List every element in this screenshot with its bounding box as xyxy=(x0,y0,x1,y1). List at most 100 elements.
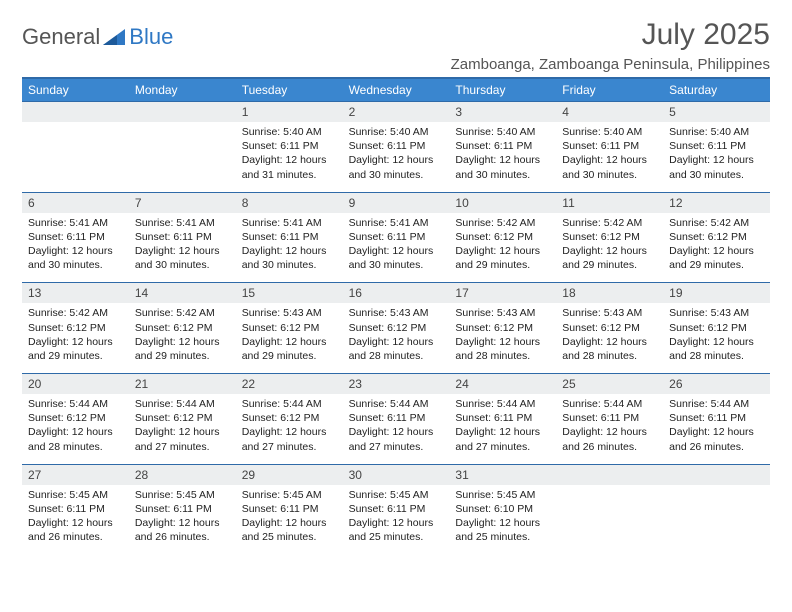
daylight-text-line2: and 30 minutes. xyxy=(135,258,230,272)
sunset-text: Sunset: 6:12 PM xyxy=(669,321,764,335)
sunset-text: Sunset: 6:11 PM xyxy=(135,230,230,244)
daylight-text-line1: Daylight: 12 hours xyxy=(242,244,337,258)
sunset-text: Sunset: 6:11 PM xyxy=(349,502,444,516)
day-number-cell: 28 xyxy=(129,465,236,485)
logo: General Blue xyxy=(22,24,173,50)
day-number-cell: 8 xyxy=(236,193,343,213)
sunrise-text: Sunrise: 5:40 AM xyxy=(669,125,764,139)
day-number-cell: 1 xyxy=(236,102,343,122)
sunrise-text: Sunrise: 5:45 AM xyxy=(455,488,550,502)
day-number-cell: 16 xyxy=(343,283,450,303)
day-number-cell: 18 xyxy=(556,283,663,303)
day-number-cell: 2 xyxy=(343,102,450,122)
daylight-text-line1: Daylight: 12 hours xyxy=(242,425,337,439)
day-header-sunday: Sunday xyxy=(22,79,129,101)
sunrise-text: Sunrise: 5:40 AM xyxy=(349,125,444,139)
week-daynum-row: 2728293031 xyxy=(22,464,770,485)
sunset-text: Sunset: 6:11 PM xyxy=(242,139,337,153)
daylight-text-line1: Daylight: 12 hours xyxy=(28,516,123,530)
daylight-text-line1: Daylight: 12 hours xyxy=(455,335,550,349)
daylight-text-line1: Daylight: 12 hours xyxy=(669,153,764,167)
day-content-cell xyxy=(129,122,236,192)
day-content-cell: Sunrise: 5:40 AMSunset: 6:11 PMDaylight:… xyxy=(343,122,450,192)
sunset-text: Sunset: 6:10 PM xyxy=(455,502,550,516)
day-content-cell: Sunrise: 5:44 AMSunset: 6:11 PMDaylight:… xyxy=(343,394,450,464)
day-content-cell: Sunrise: 5:41 AMSunset: 6:11 PMDaylight:… xyxy=(343,213,450,283)
sunrise-text: Sunrise: 5:44 AM xyxy=(669,397,764,411)
calendar-day-header-row: Sunday Monday Tuesday Wednesday Thursday… xyxy=(22,79,770,101)
daylight-text-line1: Daylight: 12 hours xyxy=(242,335,337,349)
sunrise-text: Sunrise: 5:44 AM xyxy=(28,397,123,411)
sunset-text: Sunset: 6:11 PM xyxy=(242,502,337,516)
week-daynum-row: 12345 xyxy=(22,101,770,122)
day-content-cell: Sunrise: 5:44 AMSunset: 6:12 PMDaylight:… xyxy=(129,394,236,464)
sunrise-text: Sunrise: 5:40 AM xyxy=(455,125,550,139)
daylight-text-line2: and 31 minutes. xyxy=(242,168,337,182)
day-number-cell: 4 xyxy=(556,102,663,122)
day-content-cell: Sunrise: 5:42 AMSunset: 6:12 PMDaylight:… xyxy=(663,213,770,283)
day-number-cell: 15 xyxy=(236,283,343,303)
day-header-wednesday: Wednesday xyxy=(343,79,450,101)
daylight-text-line2: and 25 minutes. xyxy=(349,530,444,544)
day-number-cell: 22 xyxy=(236,374,343,394)
location-text: Zamboanga, Zamboanga Peninsula, Philippi… xyxy=(451,56,770,73)
daylight-text-line2: and 28 minutes. xyxy=(349,349,444,363)
day-content-cell xyxy=(22,122,129,192)
sunset-text: Sunset: 6:11 PM xyxy=(349,230,444,244)
day-content-cell xyxy=(556,485,663,555)
sunrise-text: Sunrise: 5:44 AM xyxy=(562,397,657,411)
day-number-cell: 3 xyxy=(449,102,556,122)
sunrise-text: Sunrise: 5:42 AM xyxy=(455,216,550,230)
daylight-text-line2: and 27 minutes. xyxy=(349,440,444,454)
sunrise-text: Sunrise: 5:45 AM xyxy=(242,488,337,502)
daylight-text-line2: and 27 minutes. xyxy=(135,440,230,454)
sunrise-text: Sunrise: 5:43 AM xyxy=(562,306,657,320)
daylight-text-line1: Daylight: 12 hours xyxy=(135,516,230,530)
sunrise-text: Sunrise: 5:43 AM xyxy=(455,306,550,320)
day-number-cell: 17 xyxy=(449,283,556,303)
day-header-tuesday: Tuesday xyxy=(236,79,343,101)
day-content-cell: Sunrise: 5:42 AMSunset: 6:12 PMDaylight:… xyxy=(22,303,129,373)
sunrise-text: Sunrise: 5:40 AM xyxy=(242,125,337,139)
daylight-text-line2: and 29 minutes. xyxy=(669,258,764,272)
daylight-text-line2: and 29 minutes. xyxy=(28,349,123,363)
sunset-text: Sunset: 6:12 PM xyxy=(562,321,657,335)
week-daynum-row: 13141516171819 xyxy=(22,282,770,303)
sunset-text: Sunset: 6:12 PM xyxy=(28,321,123,335)
day-number-cell: 9 xyxy=(343,193,450,213)
day-number-cell xyxy=(556,465,663,485)
daylight-text-line1: Daylight: 12 hours xyxy=(28,335,123,349)
sunrise-text: Sunrise: 5:44 AM xyxy=(242,397,337,411)
logo-text-general: General xyxy=(22,24,100,50)
day-content-cell: Sunrise: 5:44 AMSunset: 6:11 PMDaylight:… xyxy=(663,394,770,464)
day-number-cell xyxy=(663,465,770,485)
daylight-text-line1: Daylight: 12 hours xyxy=(455,425,550,439)
day-header-friday: Friday xyxy=(556,79,663,101)
week-content-row: Sunrise: 5:41 AMSunset: 6:11 PMDaylight:… xyxy=(22,213,770,283)
daylight-text-line1: Daylight: 12 hours xyxy=(349,244,444,258)
sunset-text: Sunset: 6:12 PM xyxy=(135,321,230,335)
daylight-text-line1: Daylight: 12 hours xyxy=(455,153,550,167)
daylight-text-line1: Daylight: 12 hours xyxy=(669,425,764,439)
day-content-cell: Sunrise: 5:42 AMSunset: 6:12 PMDaylight:… xyxy=(556,213,663,283)
sunrise-text: Sunrise: 5:40 AM xyxy=(562,125,657,139)
day-content-cell: Sunrise: 5:40 AMSunset: 6:11 PMDaylight:… xyxy=(556,122,663,192)
daylight-text-line1: Daylight: 12 hours xyxy=(28,425,123,439)
day-number-cell: 6 xyxy=(22,193,129,213)
daylight-text-line2: and 28 minutes. xyxy=(28,440,123,454)
sunset-text: Sunset: 6:11 PM xyxy=(562,139,657,153)
sunset-text: Sunset: 6:11 PM xyxy=(669,139,764,153)
day-content-cell: Sunrise: 5:45 AMSunset: 6:11 PMDaylight:… xyxy=(343,485,450,555)
daylight-text-line1: Daylight: 12 hours xyxy=(28,244,123,258)
sunrise-text: Sunrise: 5:44 AM xyxy=(455,397,550,411)
daylight-text-line2: and 30 minutes. xyxy=(349,258,444,272)
sunset-text: Sunset: 6:12 PM xyxy=(28,411,123,425)
day-content-cell: Sunrise: 5:42 AMSunset: 6:12 PMDaylight:… xyxy=(449,213,556,283)
month-title: July 2025 xyxy=(451,18,770,52)
day-content-cell: Sunrise: 5:45 AMSunset: 6:11 PMDaylight:… xyxy=(129,485,236,555)
sunset-text: Sunset: 6:11 PM xyxy=(135,502,230,516)
daylight-text-line1: Daylight: 12 hours xyxy=(562,425,657,439)
sunset-text: Sunset: 6:11 PM xyxy=(455,139,550,153)
day-number-cell: 7 xyxy=(129,193,236,213)
day-content-cell: Sunrise: 5:41 AMSunset: 6:11 PMDaylight:… xyxy=(129,213,236,283)
